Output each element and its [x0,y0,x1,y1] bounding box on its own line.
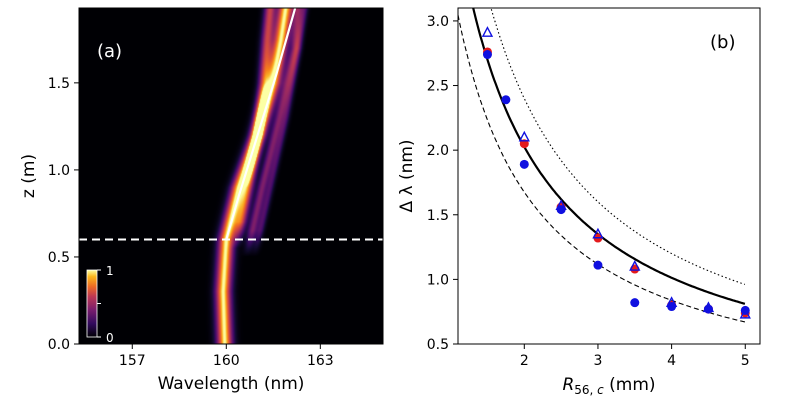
data-point-triangle [629,260,641,271]
y-tick-label: 1.5 [427,208,449,224]
data-point-triangle [702,301,715,313]
panel-a-label: (a) [97,41,122,62]
panel-a-frame [78,7,384,345]
plot-background [458,8,760,344]
panel-a-x-ticks: 157 160 163 [119,344,334,369]
panel-b-y-ticks: 0.5 1.0 1.5 2.0 2.5 3.0 [427,14,458,353]
data-point-triangle [518,130,530,142]
panel-b-label: (b) [710,32,735,53]
data-point-triangle [739,307,751,319]
data-point [630,298,640,308]
x-tick-label: 163 [307,353,334,369]
y-tick-label: 0.5 [427,337,449,353]
y-tick-label: 2.0 [427,143,449,159]
panel-b-x-ticks: 2 3 4 5 [520,344,750,369]
panel-a-xlabel: Wavelength (nm) [158,374,305,394]
y-tick-label: 0.0 [48,337,70,353]
panel-a-heatmap: (a) 1 0 157 160 163 0.0 0.5 1.0 1.5 Wavelengt… [19,7,384,394]
data-point-triangle [555,199,567,211]
data-point-triangle [481,26,494,37]
data-point [501,95,511,105]
data-points [481,26,751,319]
x-tick-label: 3 [593,353,602,369]
data-point [519,159,529,169]
data-point [593,260,603,270]
data-point-triangle [592,227,604,239]
colorbar-gradient [86,269,98,338]
trace-line [225,8,297,240]
colorbar: 1 0 [86,264,114,345]
panel-b-frame [457,7,761,345]
x-tick-label: 160 [213,353,240,369]
y-tick-label: 1.0 [48,163,70,179]
x-tick-label: 4 [667,353,676,369]
x-tick-label: 5 [741,353,750,369]
heatmap-image [79,8,383,344]
panel-b-ylabel: Δ λ (nm) [397,139,417,212]
panel-b-xlabel: R56, c (mm) [562,375,655,397]
x-tick-label: 157 [119,353,146,369]
data-point-triangle [665,296,678,307]
y-tick-label: 2.5 [427,79,449,95]
panel-a-y-ticks: 0.0 0.5 1.0 1.5 [48,76,79,353]
x-tick-label: 2 [520,353,529,369]
colorbar-min-label: 0 [106,331,114,345]
colorbar-max-label: 1 [106,264,114,278]
panel-a-ylabel: z (m) [19,154,39,198]
y-tick-label: 1.0 [427,272,449,288]
y-tick-label: 1.5 [48,76,70,92]
y-tick-label: 3.0 [427,14,449,30]
data-point [482,50,492,60]
data-point [630,264,640,274]
y-tick-label: 0.5 [48,250,70,266]
